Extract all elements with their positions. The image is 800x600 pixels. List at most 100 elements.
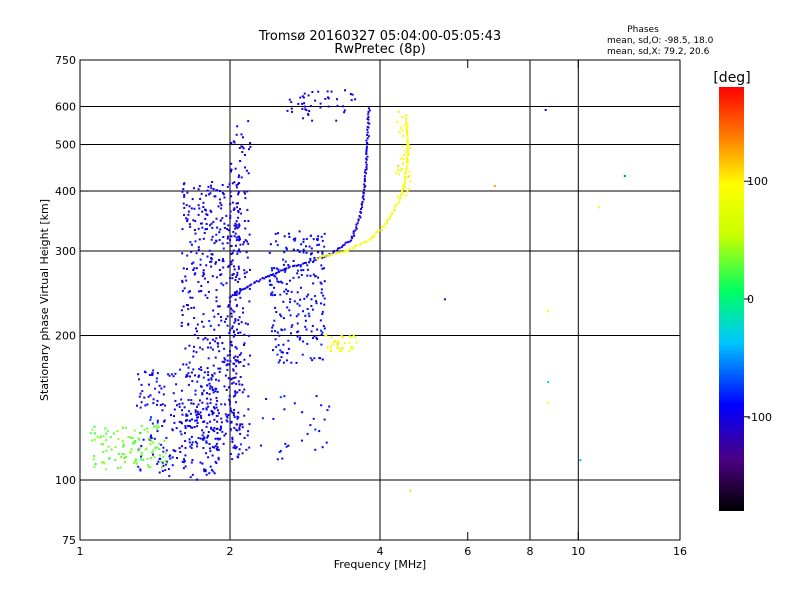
data-point: [210, 426, 213, 429]
data-point: [299, 336, 302, 339]
data-point: [283, 328, 286, 331]
data-point: [284, 442, 287, 445]
data-point: [278, 270, 281, 273]
data-point: [102, 461, 105, 464]
data-point: [179, 430, 182, 433]
data-point: [273, 319, 276, 322]
data-point: [241, 151, 244, 153]
data-point: [156, 462, 159, 465]
data-point: [341, 347, 344, 350]
data-point: [103, 462, 105, 465]
data-point: [275, 311, 278, 313]
data-point: [227, 386, 230, 389]
data-point: [339, 251, 342, 254]
data-point: [363, 179, 366, 182]
data-point: [205, 441, 208, 444]
data-point: [296, 302, 299, 305]
data-point: [314, 428, 317, 431]
y-tick-label: 200: [55, 330, 76, 343]
data-point: [173, 421, 176, 424]
data-point: [207, 290, 210, 293]
data-point: [206, 436, 209, 439]
data-point: [215, 403, 218, 406]
data-point: [213, 446, 216, 449]
data-point: [221, 242, 224, 245]
data-point: [185, 419, 188, 421]
data-point: [322, 255, 325, 257]
data-point: [238, 354, 241, 356]
data-point: [107, 445, 110, 448]
data-point: [301, 411, 304, 414]
data-point: [292, 265, 294, 268]
data-point: [194, 419, 197, 422]
data-point: [247, 323, 249, 326]
data-point: [211, 226, 214, 229]
data-point: [207, 281, 209, 284]
data-point: [248, 334, 250, 337]
data-point: [109, 436, 112, 439]
data-point: [302, 340, 304, 343]
data-point: [320, 404, 323, 407]
data-point: [193, 345, 195, 348]
data-point: [165, 436, 168, 439]
data-point: [319, 102, 322, 105]
data-point: [404, 177, 407, 180]
data-point: [355, 223, 358, 226]
data-point: [364, 241, 367, 243]
phases-line-o: mean, sd,O: -98.5, 18.0: [607, 36, 714, 46]
data-point: [302, 96, 305, 99]
data-point: [181, 289, 184, 292]
data-point: [124, 461, 127, 464]
data-point: [233, 426, 236, 429]
data-point: [133, 429, 136, 432]
data-point: [346, 250, 348, 253]
data-point: [187, 366, 190, 369]
data-point: [241, 426, 244, 429]
data-point: [285, 246, 288, 249]
data-point: [238, 277, 241, 280]
data-point: [222, 266, 225, 269]
data-point: [288, 309, 291, 312]
data-point: [265, 398, 268, 400]
data-point: [308, 110, 311, 112]
data-point: [232, 414, 235, 416]
data-point: [226, 420, 229, 423]
data-point: [383, 226, 386, 229]
data-point: [269, 273, 272, 276]
data-point: [236, 271, 239, 274]
data-point: [182, 305, 185, 308]
data-point: [158, 454, 161, 457]
data-point: [297, 313, 300, 316]
data-point: [204, 470, 207, 473]
data-point: [376, 230, 379, 233]
data-point: [296, 249, 299, 252]
data-point: [209, 398, 212, 401]
data-point: [364, 185, 367, 187]
data-point: [215, 300, 218, 303]
data-point: [152, 398, 155, 401]
data-point: [239, 208, 241, 211]
data-point: [336, 345, 339, 348]
data-point: [237, 361, 240, 364]
data-point: [217, 342, 220, 345]
data-point: [315, 336, 318, 339]
data-point: [407, 152, 410, 155]
data-point: [221, 342, 224, 344]
data-point: [217, 456, 220, 459]
data-point: [304, 108, 307, 111]
data-point: [352, 230, 355, 233]
data-point: [210, 428, 213, 430]
data-point: [365, 172, 368, 175]
data-point: [237, 380, 240, 383]
data-point: [172, 392, 175, 395]
data-point: [288, 232, 290, 235]
data-point: [153, 437, 156, 440]
data-point: [215, 447, 218, 450]
data-point: [196, 425, 199, 428]
data-point: [222, 442, 225, 445]
data-point: [200, 285, 203, 287]
data-point: [284, 270, 287, 273]
data-point: [207, 185, 210, 188]
data-point: [197, 246, 200, 249]
data-point: [197, 248, 200, 251]
